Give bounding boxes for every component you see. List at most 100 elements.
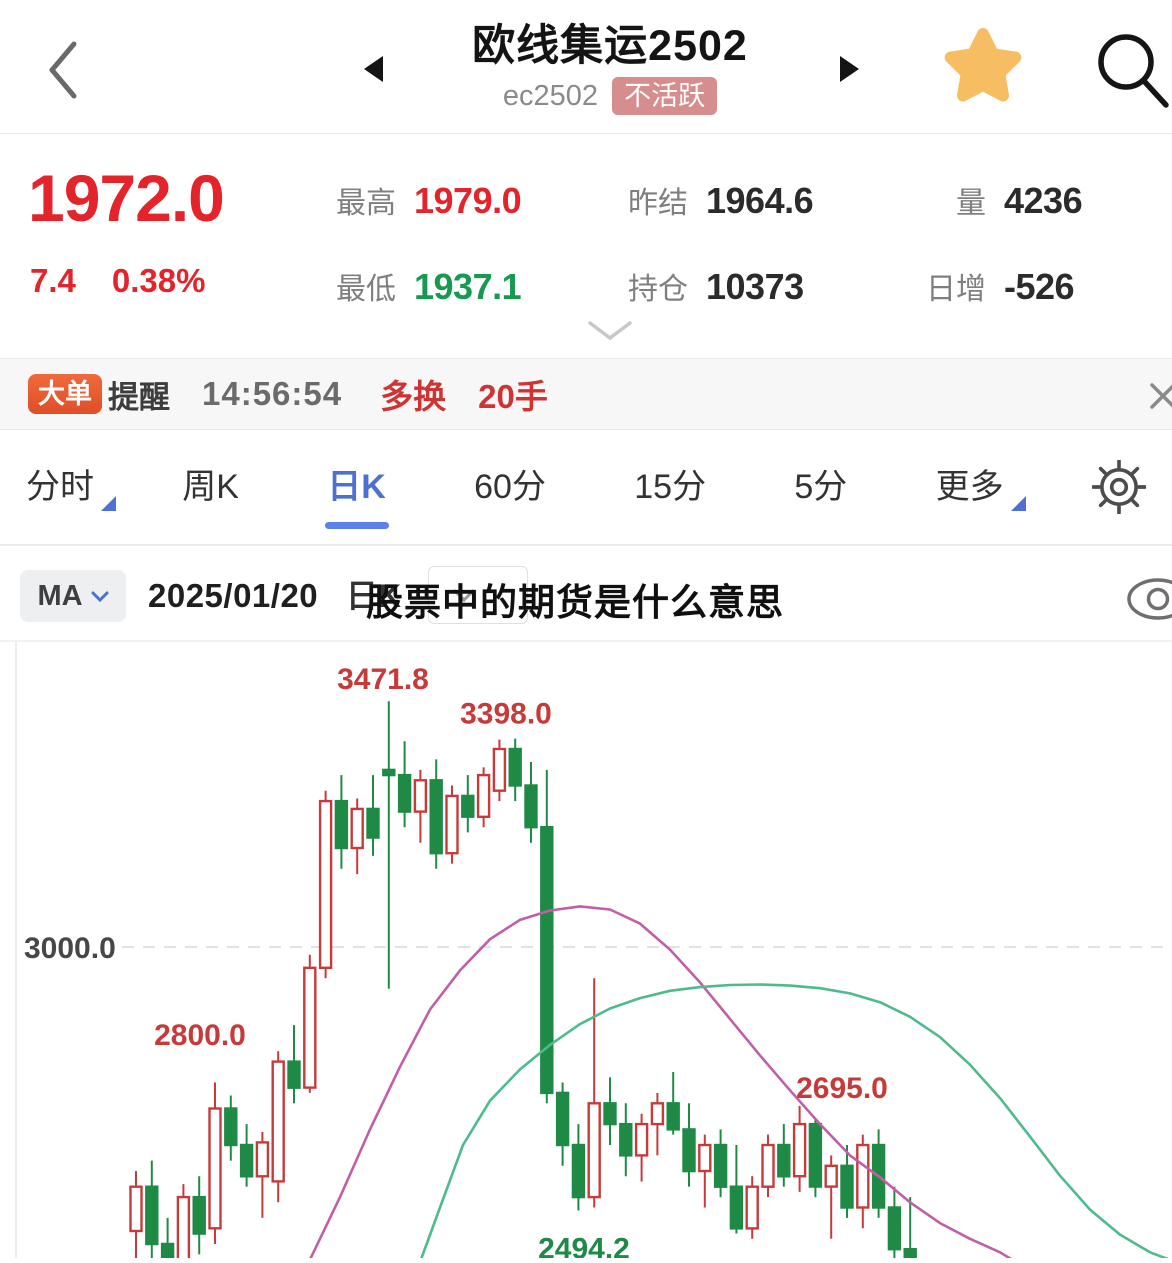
back-chevron-icon[interactable]: [46, 40, 80, 100]
title-block: 欧线集运2502 ec2502 不活跃: [350, 20, 870, 116]
candle-body: [287, 1060, 301, 1089]
candle-body: [619, 1122, 633, 1157]
candle-body: [698, 1143, 712, 1173]
status-badge: 不活跃: [612, 77, 718, 115]
tab-day-k[interactable]: 日K: [327, 465, 386, 509]
page-title: 欧线集运2502: [472, 22, 748, 70]
candle-body: [350, 807, 364, 850]
divider: [0, 640, 1172, 642]
tab-60min[interactable]: 60分: [474, 468, 546, 506]
eye-icon[interactable]: [1124, 572, 1172, 628]
tab-minute-chart[interactable]: 分时: [26, 465, 116, 511]
candle-body: [192, 1195, 206, 1235]
candle-body: [777, 1143, 791, 1178]
candle-body: [366, 807, 380, 839]
candle-body: [682, 1128, 696, 1173]
next-contract-icon[interactable]: [840, 56, 859, 82]
dropdown-triangle-icon: [1010, 496, 1026, 511]
price-change-pct: 0.38%: [111, 262, 206, 299]
candle-body: [792, 1122, 807, 1178]
candle-body: [887, 1206, 902, 1251]
chevron-down-icon: [91, 591, 109, 602]
price-change-row: 7.4 0.38%: [30, 262, 205, 300]
crosshair-date: 2025/01/20: [148, 577, 319, 614]
candle-body: [461, 794, 475, 818]
chart-toolbar: MA 2025/01/20 日K: [0, 546, 1172, 640]
candle-body: [303, 966, 317, 1089]
candle-body: [666, 1102, 680, 1131]
chart-area: 3000.0 3471.8 3398.0 2800.0 2695.0 2494.2: [0, 642, 1172, 1263]
candle-body: [224, 1107, 238, 1147]
tab-week-k[interactable]: 周K: [182, 468, 239, 506]
price-annotation: 2800.0: [154, 1019, 246, 1052]
big-order-badge: 大单: [28, 374, 102, 414]
stat-prev-settle: 昨结 1964.6: [628, 180, 814, 221]
close-icon[interactable]: [1148, 381, 1172, 411]
ma-line-MA-slow: [418, 983, 1172, 1263]
candle-body: [840, 1164, 854, 1209]
candle-body: [129, 1185, 143, 1233]
candle-body: [555, 1091, 570, 1147]
stat-oi-change: 日增 -526: [926, 266, 1075, 307]
price-annotation: 2494.2: [538, 1233, 630, 1259]
candle-body: [208, 1107, 222, 1230]
dropdown-triangle-icon: [101, 496, 116, 511]
ma-selector[interactable]: MA: [20, 570, 126, 622]
period-dropdown[interactable]: [428, 566, 528, 624]
candle-body: [271, 1060, 285, 1183]
candlestick-chart[interactable]: 3000.0 3471.8 3398.0 2800.0 2695.0 2494.2: [0, 642, 1172, 1263]
candle-body: [856, 1143, 870, 1209]
stat-volume: 量 4236: [956, 180, 1083, 221]
search-icon[interactable]: [1094, 30, 1172, 114]
candle-body: [429, 779, 443, 855]
candle-body: [824, 1164, 838, 1188]
candle-body: [603, 1102, 617, 1126]
tab-more[interactable]: 更多: [936, 465, 1026, 511]
candle-body: [587, 1102, 601, 1199]
candle-body: [540, 825, 554, 1095]
prev-contract-icon[interactable]: [364, 56, 383, 82]
candle-body: [634, 1122, 649, 1157]
candle-body: [571, 1143, 586, 1199]
candle-body: [508, 747, 522, 787]
candle-body: [713, 1143, 728, 1188]
overlay-article-title: 股票中的期货是什么意思: [366, 582, 784, 623]
header: 欧线集运2502 ec2502 不活跃: [0, 0, 1172, 134]
candle-body: [413, 779, 428, 813]
quote-expand-chevron-icon[interactable]: [588, 320, 632, 342]
candle-body: [745, 1185, 759, 1230]
candle-body: [476, 773, 491, 819]
candle-body: [729, 1185, 744, 1230]
quote-panel: 1972.0 7.4 0.38% 最高 1979.0 昨结 1964.6 量 4236 …: [0, 134, 1172, 358]
chevron-down-icon: [453, 589, 475, 602]
stat-low: 最低 1937.1: [336, 266, 522, 307]
candle-body: [334, 799, 349, 850]
period-tab-bar: 分时 周K 日K 60分 15分 5分 更多: [0, 430, 1172, 544]
candle-body: [524, 784, 538, 829]
last-price: 1972.0: [28, 161, 225, 235]
candle-body: [492, 747, 507, 792]
candle-body: [318, 799, 333, 970]
candle-body: [650, 1102, 665, 1126]
tab-5min[interactable]: 5分: [794, 468, 848, 506]
candle-body: [903, 1248, 917, 1263]
candle-body: [255, 1141, 270, 1178]
candle-body: [382, 768, 396, 777]
price-annotation: 3471.8: [337, 663, 429, 696]
candle-body: [397, 773, 412, 813]
alert-lots: 20手: [478, 378, 548, 415]
candle-body: [239, 1143, 254, 1178]
candle-body: [808, 1122, 823, 1188]
y-axis-label: 3000.0: [24, 932, 116, 965]
gear-icon[interactable]: [1091, 460, 1146, 514]
alert-title: 提醒: [108, 379, 170, 415]
candle-body: [445, 794, 459, 855]
favorite-star-icon[interactable]: [942, 26, 1024, 108]
ma-line-MA-fast: [308, 905, 1014, 1261]
period-label: 日K: [346, 578, 402, 614]
tab-15min[interactable]: 15分: [634, 468, 707, 506]
candle-body: [145, 1185, 159, 1246]
price-annotation: 2695.0: [796, 1072, 888, 1105]
big-order-alert-bar[interactable]: 大单 提醒 14:56:54 多换 20手: [0, 358, 1172, 430]
divider: [0, 133, 1172, 135]
